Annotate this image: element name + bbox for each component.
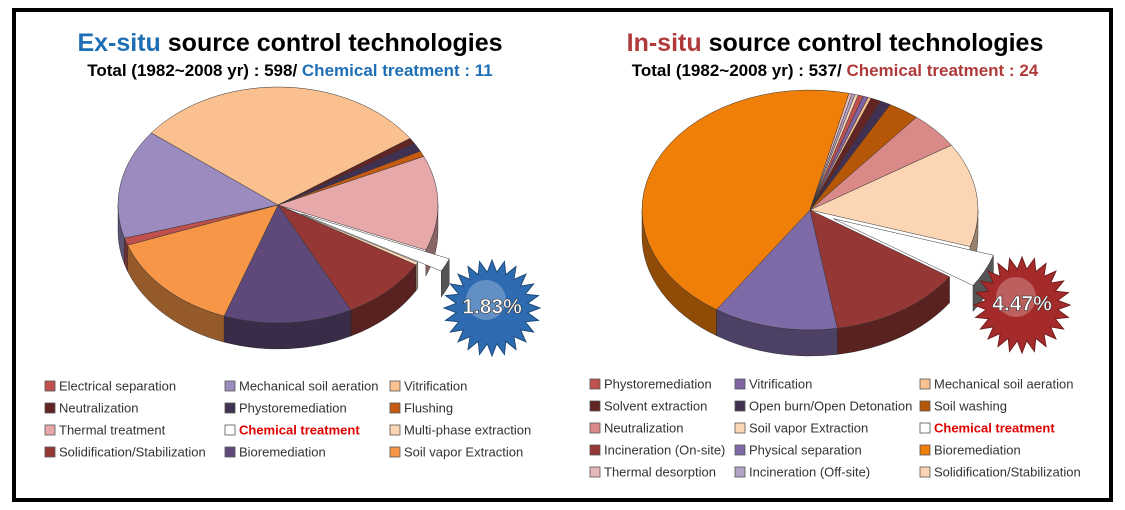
legend-label: Vitrification (404, 378, 467, 393)
title-text: source control technologies (168, 29, 503, 57)
legend-label: Vitrification (749, 376, 812, 391)
callout-burst (972, 255, 1072, 355)
legend-label: Neutralization (59, 400, 139, 415)
pie-slice (127, 204, 279, 317)
legend-swatch (589, 444, 601, 456)
legend-label: Physical separation (749, 442, 862, 457)
legend-label: Flushing (404, 400, 453, 415)
legend-swatch (589, 466, 601, 478)
pie-side (415, 261, 419, 292)
callout-glow (996, 277, 1036, 317)
legend-swatch (919, 466, 931, 478)
legend-label: Electrical separation (59, 378, 176, 393)
legend-label: Chemical treatment (934, 420, 1055, 435)
legend-swatch (589, 378, 601, 390)
legend-label: Solvent extraction (604, 398, 707, 413)
pie-slice (833, 218, 994, 286)
legend-label: Soil vapor Extraction (749, 420, 868, 435)
title-highlight: Ex-situ (77, 29, 160, 57)
pie (117, 86, 450, 350)
legend-swatch (224, 446, 236, 458)
chart-title: In-situ source control technologies (627, 29, 1044, 57)
legend-label: Mechanical soil aeration (934, 376, 1073, 391)
callout-label: 1.83% (462, 296, 522, 319)
chart-subtitle: Total (1982~2008 yr) : 598/ Chemical tre… (87, 61, 493, 80)
legend-swatch (224, 424, 236, 436)
subtitle-text: Total (1982~2008 yr) : 537/ (632, 61, 842, 80)
legend-swatch (919, 444, 931, 456)
legend-swatch (224, 402, 236, 414)
pie-slice (277, 204, 417, 311)
legend-swatch (44, 424, 56, 436)
legend-swatch (734, 422, 746, 434)
legend-label: Neutralization (604, 420, 684, 435)
pie-slice (150, 86, 411, 206)
subtitle-text: Total (1982~2008 yr) : 598/ (87, 61, 297, 80)
callout-glow (466, 280, 506, 320)
pie-slice (117, 132, 279, 239)
pie-slice (277, 156, 439, 251)
title-text: source control technologies (709, 29, 1044, 57)
legend-label: Solidification/Stabilization (934, 464, 1081, 479)
legend-swatch (734, 400, 746, 412)
chart-subtitle: Total (1982~2008 yr) : 537/ Chemical tre… (632, 61, 1039, 80)
legend-label: Incineration (Off-site) (749, 464, 870, 479)
legend-label: Bioremediation (934, 442, 1021, 457)
legend-swatch (44, 402, 56, 414)
legend-swatch (389, 380, 401, 392)
pie (641, 89, 994, 357)
legend-label: Soil vapor Extraction (404, 444, 523, 459)
legend-swatch (44, 380, 56, 392)
legend-swatch (734, 378, 746, 390)
pie-slice (716, 209, 838, 331)
pie-slice (809, 144, 979, 247)
legend-label: Phystoremediation (239, 400, 347, 415)
pie-slice (641, 89, 850, 310)
legend-swatch (44, 446, 56, 458)
legend-label: Bioremediation (239, 444, 326, 459)
legend-swatch (389, 424, 401, 436)
callout-burst (442, 258, 542, 358)
subtitle-highlight: Chemical treatment : 24 (846, 61, 1038, 80)
legend-label: Phystoremediation (604, 376, 712, 391)
legend-label: Open burn/Open Detonation (749, 398, 912, 413)
legend-swatch (919, 422, 931, 434)
legend-swatch (919, 400, 931, 412)
pie-slice (809, 94, 859, 211)
legend-swatch (589, 400, 601, 412)
legend-label: Chemical treatment (239, 422, 360, 437)
legend-label: Thermal treatment (59, 422, 166, 437)
legend-swatch (734, 444, 746, 456)
legend-swatch (919, 378, 931, 390)
title-highlight: In-situ (627, 29, 702, 57)
legend-label: Thermal desorption (604, 464, 716, 479)
callout-label: 4.47% (992, 293, 1052, 316)
legend-swatch (389, 446, 401, 458)
legend-label: Solidification/Stabilization (59, 444, 206, 459)
legend-swatch (589, 422, 601, 434)
frame (12, 8, 1113, 502)
legend-swatch (389, 402, 401, 414)
legend-label: Incineration (On-site) (604, 442, 725, 457)
pie-slice (301, 213, 450, 272)
legend-swatch (224, 380, 236, 392)
legend-swatch (734, 466, 746, 478)
subtitle-highlight: Chemical treatment : 11 (302, 61, 493, 80)
legend-label: Multi-phase extraction (404, 422, 531, 437)
legend-label: Mechanical soil aeration (239, 378, 378, 393)
pie-slice (809, 209, 950, 329)
pie-slice (223, 204, 352, 324)
legend-label: Soil washing (934, 398, 1007, 413)
chart-title: Ex-situ source control technologies (77, 29, 502, 57)
